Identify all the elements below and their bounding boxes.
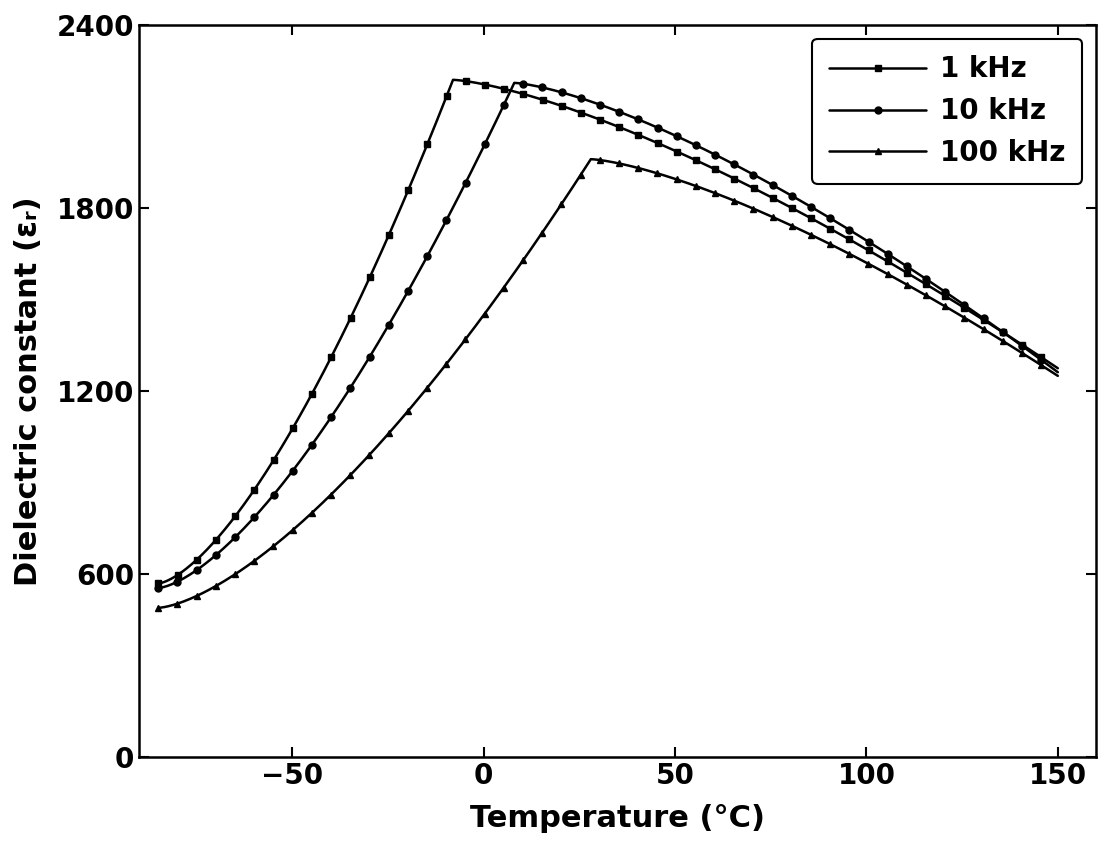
10 kHz	[554, 87, 567, 97]
100 kHz	[552, 203, 565, 213]
1 kHz	[642, 134, 655, 144]
10 kHz	[969, 308, 982, 318]
X-axis label: Temperature (°C): Temperature (°C)	[471, 804, 765, 833]
Line: 10 kHz: 10 kHz	[154, 80, 1061, 591]
1 kHz	[969, 310, 982, 320]
10 kHz	[897, 259, 910, 269]
10 kHz	[507, 78, 521, 88]
Line: 100 kHz: 100 kHz	[154, 156, 1061, 612]
100 kHz	[656, 169, 669, 180]
1 kHz	[446, 75, 460, 85]
Line: 1 kHz: 1 kHz	[154, 76, 1061, 587]
Legend: 1 kHz, 10 kHz, 100 kHz: 1 kHz, 10 kHz, 100 kHz	[813, 39, 1082, 184]
1 kHz	[705, 163, 718, 173]
1 kHz	[554, 101, 567, 111]
10 kHz	[642, 119, 655, 129]
10 kHz	[152, 583, 165, 593]
Y-axis label: Dielectric constant (εᵣ): Dielectric constant (εᵣ)	[14, 197, 43, 586]
1 kHz	[152, 579, 165, 589]
1 kHz	[656, 141, 669, 151]
100 kHz	[152, 603, 165, 613]
100 kHz	[705, 186, 718, 197]
1 kHz	[897, 265, 910, 275]
10 kHz	[705, 147, 718, 158]
10 kHz	[1051, 367, 1064, 377]
1 kHz	[1051, 363, 1064, 374]
100 kHz	[897, 278, 910, 288]
100 kHz	[969, 319, 982, 329]
10 kHz	[656, 125, 669, 135]
100 kHz	[584, 154, 597, 164]
100 kHz	[642, 166, 655, 176]
100 kHz	[1051, 371, 1064, 381]
